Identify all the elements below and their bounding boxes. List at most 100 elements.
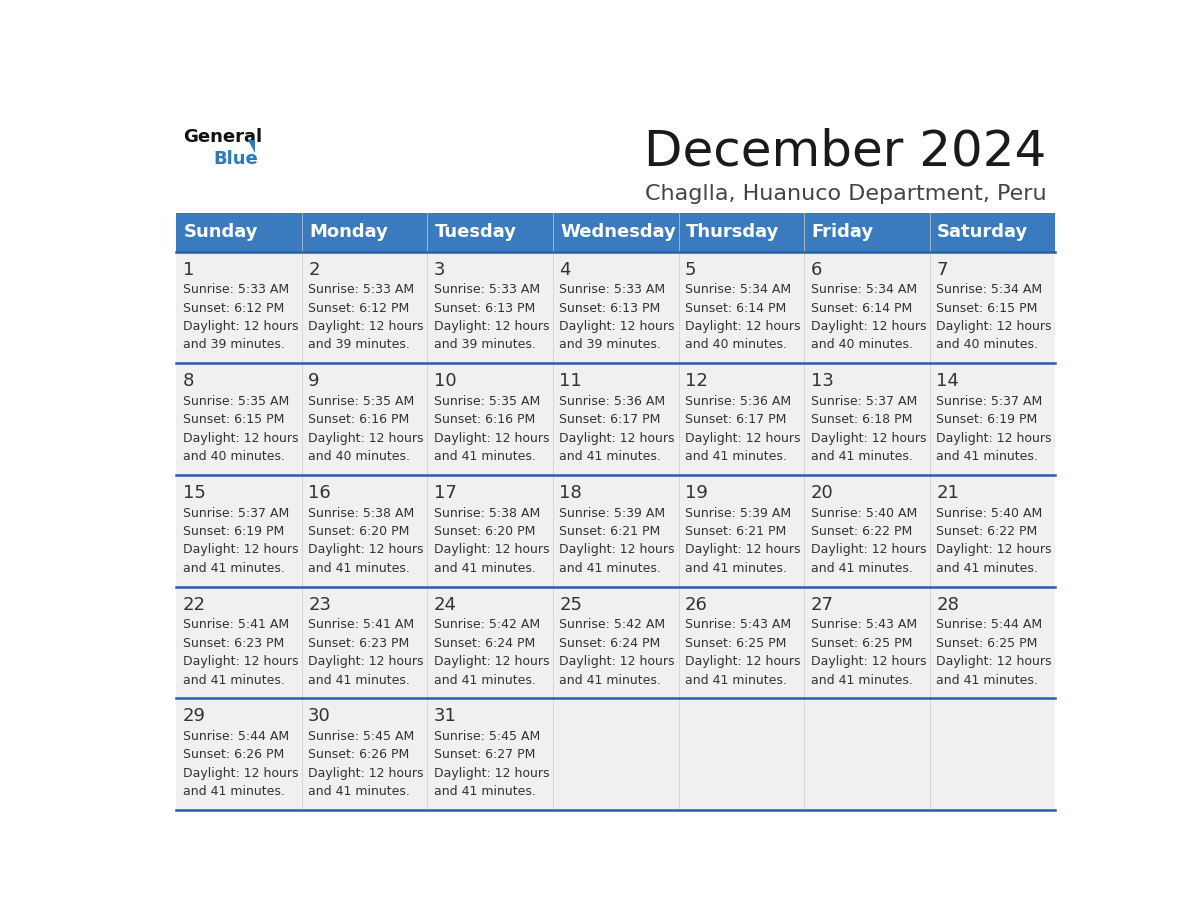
Text: 28: 28: [936, 596, 959, 614]
Text: Sunset: 6:26 PM: Sunset: 6:26 PM: [183, 748, 284, 761]
Bar: [176, 587, 1055, 699]
Text: 15: 15: [183, 484, 206, 502]
Text: Sunset: 6:23 PM: Sunset: 6:23 PM: [183, 637, 284, 650]
Text: Sunrise: 5:33 AM: Sunrise: 5:33 AM: [308, 284, 415, 297]
Text: and 39 minutes.: and 39 minutes.: [308, 339, 410, 352]
Text: 14: 14: [936, 373, 959, 390]
Text: 5: 5: [685, 261, 696, 279]
Text: and 39 minutes.: and 39 minutes.: [434, 339, 536, 352]
Text: Sunset: 6:23 PM: Sunset: 6:23 PM: [308, 637, 410, 650]
Text: Sunset: 6:19 PM: Sunset: 6:19 PM: [936, 413, 1037, 426]
Text: Sunrise: 5:37 AM: Sunrise: 5:37 AM: [183, 507, 289, 520]
Text: Tuesday: Tuesday: [435, 223, 517, 241]
Text: Sunrise: 5:38 AM: Sunrise: 5:38 AM: [434, 507, 541, 520]
Text: 10: 10: [434, 373, 456, 390]
Text: and 41 minutes.: and 41 minutes.: [560, 562, 662, 575]
Text: 6: 6: [810, 261, 822, 279]
Text: Sunset: 6:20 PM: Sunset: 6:20 PM: [308, 525, 410, 538]
Text: Daylight: 12 hours: Daylight: 12 hours: [434, 767, 549, 779]
Text: Daylight: 12 hours: Daylight: 12 hours: [685, 655, 801, 668]
Text: 11: 11: [560, 373, 582, 390]
Text: and 41 minutes.: and 41 minutes.: [936, 562, 1038, 575]
Text: Sunrise: 5:36 AM: Sunrise: 5:36 AM: [560, 395, 665, 408]
Text: Daylight: 12 hours: Daylight: 12 hours: [308, 431, 424, 445]
Text: Daylight: 12 hours: Daylight: 12 hours: [685, 320, 801, 333]
Text: Friday: Friday: [811, 223, 873, 241]
Text: Sunset: 6:21 PM: Sunset: 6:21 PM: [560, 525, 661, 538]
Text: Sunset: 6:26 PM: Sunset: 6:26 PM: [308, 748, 410, 761]
Text: Sunrise: 5:33 AM: Sunrise: 5:33 AM: [183, 284, 289, 297]
Text: Sunset: 6:14 PM: Sunset: 6:14 PM: [685, 302, 786, 315]
Text: Sunrise: 5:37 AM: Sunrise: 5:37 AM: [810, 395, 917, 408]
Text: Chaglla, Huanuco Department, Peru: Chaglla, Huanuco Department, Peru: [645, 185, 1047, 205]
Text: Sunset: 6:22 PM: Sunset: 6:22 PM: [936, 525, 1037, 538]
Text: 9: 9: [308, 373, 320, 390]
Text: Daylight: 12 hours: Daylight: 12 hours: [810, 320, 927, 333]
Text: 26: 26: [685, 596, 708, 614]
Text: Sunrise: 5:40 AM: Sunrise: 5:40 AM: [936, 507, 1043, 520]
Text: Sunset: 6:15 PM: Sunset: 6:15 PM: [936, 302, 1037, 315]
Text: Sunrise: 5:42 AM: Sunrise: 5:42 AM: [434, 619, 539, 632]
Text: Daylight: 12 hours: Daylight: 12 hours: [183, 767, 298, 779]
Text: Daylight: 12 hours: Daylight: 12 hours: [936, 543, 1051, 556]
Bar: [176, 364, 1055, 475]
Text: December 2024: December 2024: [644, 128, 1047, 176]
Text: Sunset: 6:27 PM: Sunset: 6:27 PM: [434, 748, 535, 761]
Text: and 41 minutes.: and 41 minutes.: [810, 450, 912, 464]
Text: Sunrise: 5:35 AM: Sunrise: 5:35 AM: [308, 395, 415, 408]
Bar: [176, 213, 1055, 252]
Text: Saturday: Saturday: [937, 223, 1029, 241]
Text: Sunset: 6:12 PM: Sunset: 6:12 PM: [308, 302, 410, 315]
Text: and 40 minutes.: and 40 minutes.: [685, 339, 786, 352]
Text: Sunset: 6:16 PM: Sunset: 6:16 PM: [308, 413, 410, 426]
Text: Daylight: 12 hours: Daylight: 12 hours: [308, 543, 424, 556]
Text: Sunrise: 5:45 AM: Sunrise: 5:45 AM: [434, 730, 541, 743]
Text: Sunrise: 5:42 AM: Sunrise: 5:42 AM: [560, 619, 665, 632]
Text: Sunset: 6:20 PM: Sunset: 6:20 PM: [434, 525, 535, 538]
Text: and 41 minutes.: and 41 minutes.: [810, 674, 912, 687]
Text: Sunset: 6:16 PM: Sunset: 6:16 PM: [434, 413, 535, 426]
Text: and 41 minutes.: and 41 minutes.: [434, 450, 536, 464]
Text: Daylight: 12 hours: Daylight: 12 hours: [434, 543, 549, 556]
Text: Sunrise: 5:33 AM: Sunrise: 5:33 AM: [560, 284, 665, 297]
Text: Sunrise: 5:35 AM: Sunrise: 5:35 AM: [183, 395, 289, 408]
Text: Sunrise: 5:41 AM: Sunrise: 5:41 AM: [308, 619, 415, 632]
Text: 24: 24: [434, 596, 456, 614]
Text: Sunset: 6:12 PM: Sunset: 6:12 PM: [183, 302, 284, 315]
Text: and 41 minutes.: and 41 minutes.: [434, 674, 536, 687]
Text: Sunset: 6:24 PM: Sunset: 6:24 PM: [560, 637, 661, 650]
Text: 16: 16: [308, 484, 331, 502]
Bar: [176, 252, 1055, 364]
Text: Daylight: 12 hours: Daylight: 12 hours: [183, 431, 298, 445]
Text: 21: 21: [936, 484, 959, 502]
Text: 13: 13: [810, 373, 834, 390]
Text: 30: 30: [308, 708, 331, 725]
Text: Sunrise: 5:41 AM: Sunrise: 5:41 AM: [183, 619, 289, 632]
Text: Sunset: 6:18 PM: Sunset: 6:18 PM: [810, 413, 912, 426]
Text: 22: 22: [183, 596, 206, 614]
Text: Daylight: 12 hours: Daylight: 12 hours: [810, 431, 927, 445]
Text: Daylight: 12 hours: Daylight: 12 hours: [183, 543, 298, 556]
Text: Daylight: 12 hours: Daylight: 12 hours: [308, 655, 424, 668]
Text: and 41 minutes.: and 41 minutes.: [434, 562, 536, 575]
Text: 12: 12: [685, 373, 708, 390]
Text: Sunrise: 5:45 AM: Sunrise: 5:45 AM: [308, 730, 415, 743]
Text: Sunset: 6:19 PM: Sunset: 6:19 PM: [183, 525, 284, 538]
Text: 19: 19: [685, 484, 708, 502]
Text: and 40 minutes.: and 40 minutes.: [810, 339, 912, 352]
Text: General: General: [183, 128, 263, 146]
Text: 18: 18: [560, 484, 582, 502]
Text: Daylight: 12 hours: Daylight: 12 hours: [560, 655, 675, 668]
Text: and 41 minutes.: and 41 minutes.: [685, 674, 786, 687]
Text: Sunrise: 5:35 AM: Sunrise: 5:35 AM: [434, 395, 541, 408]
Text: Sunrise: 5:36 AM: Sunrise: 5:36 AM: [685, 395, 791, 408]
Text: and 41 minutes.: and 41 minutes.: [308, 785, 410, 799]
Text: Sunrise: 5:34 AM: Sunrise: 5:34 AM: [685, 284, 791, 297]
Text: 27: 27: [810, 596, 834, 614]
Text: Sunset: 6:25 PM: Sunset: 6:25 PM: [685, 637, 786, 650]
Text: 4: 4: [560, 261, 571, 279]
Text: Sunrise: 5:37 AM: Sunrise: 5:37 AM: [936, 395, 1043, 408]
Text: Sunset: 6:22 PM: Sunset: 6:22 PM: [810, 525, 912, 538]
Text: and 40 minutes.: and 40 minutes.: [308, 450, 410, 464]
Text: Daylight: 12 hours: Daylight: 12 hours: [936, 655, 1051, 668]
